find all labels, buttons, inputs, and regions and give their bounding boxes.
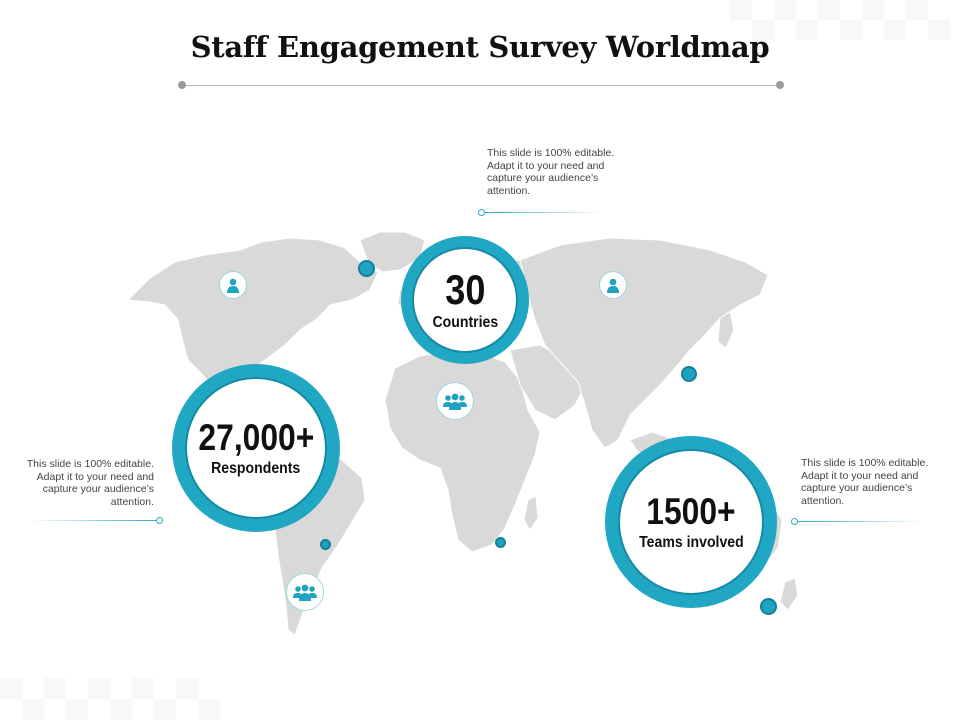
person-icon [607, 278, 619, 293]
group-badge-south-america [286, 573, 324, 611]
leader-dot-left [156, 517, 163, 524]
stat-ring-teams: 1500+ Teams involved [605, 436, 777, 608]
location-marker-greenland [358, 260, 375, 277]
person-badge-north-america [219, 271, 247, 299]
japan [717, 311, 735, 349]
leader-line-left [30, 520, 158, 521]
leader-line-top [482, 212, 604, 213]
title-underline [182, 85, 780, 86]
person-icon [227, 278, 239, 293]
stat-ring-respondents: 27,000+ Respondents [172, 364, 340, 532]
leader-dot-right [791, 518, 798, 525]
group-badge-africa [436, 382, 474, 420]
asia [519, 237, 769, 449]
location-marker-new-zealand [760, 598, 777, 615]
underline-end-dot-left [178, 81, 186, 89]
decorative-pattern-top [730, 0, 960, 40]
note-top: This slide is 100% editable. Adapt it to… [487, 147, 615, 197]
leader-line-right [796, 521, 924, 522]
stat-label-countries: Countries [432, 314, 498, 331]
stat-value-teams: 1500+ [646, 491, 736, 532]
person-badge-asia [599, 271, 627, 299]
stat-value-respondents: 27,000+ [198, 417, 314, 458]
stat-ring-countries: 30 Countries [401, 236, 529, 364]
group-icon [293, 584, 317, 601]
note-right: This slide is 100% editable. Adapt it to… [801, 457, 929, 507]
stat-value-countries: 30 [444, 266, 486, 313]
location-marker-south-america [320, 539, 331, 550]
stat-label-teams: Teams involved [638, 534, 744, 551]
note-left: This slide is 100% editable. Adapt it to… [26, 458, 154, 508]
location-marker-south-africa [495, 537, 506, 548]
leader-dot-top [478, 209, 485, 216]
north-america [126, 237, 379, 393]
page-title: Staff Engagement Survey Worldmap [190, 30, 770, 64]
decorative-pattern-bottom [0, 678, 230, 720]
madagascar [523, 495, 539, 531]
underline-end-dot-right [776, 81, 784, 89]
africa [384, 351, 541, 553]
group-icon [443, 393, 467, 410]
location-marker-china [681, 366, 697, 382]
new-zealand [779, 577, 799, 611]
stat-label-respondents: Respondents [211, 460, 301, 477]
